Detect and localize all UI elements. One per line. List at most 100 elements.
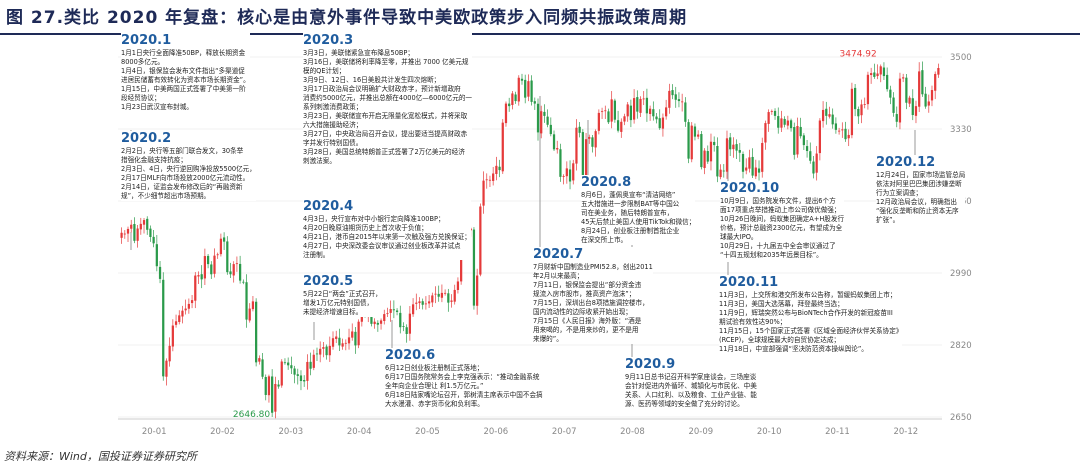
- candle-body: [687, 122, 690, 159]
- candle-body: [738, 150, 741, 153]
- title-rule: [0, 33, 1080, 35]
- annotation-text-line: 1月23日武汉宣布封城。: [121, 103, 193, 111]
- candle-body: [415, 302, 418, 304]
- candle-body: [937, 68, 940, 75]
- candle-body: [373, 321, 376, 325]
- candle-body: [517, 77, 520, 102]
- annotation-text-line: 3月3日，美联储紧急宣布降息50BP；: [303, 49, 414, 57]
- candle-body: [783, 118, 786, 125]
- annotation-title: 2020.10: [720, 181, 780, 196]
- annotation-text-line: 3月27日，中央政治局召开会议，提出要适当提高财政赤: [303, 130, 468, 138]
- candle-body: [238, 263, 242, 281]
- candle-body: [863, 104, 866, 105]
- candle-body: [152, 236, 155, 244]
- candle-body: [793, 127, 796, 155]
- candle-body: [399, 312, 402, 328]
- candle-body: [174, 321, 178, 325]
- candle-body: [178, 315, 181, 322]
- annotation-2020-3: 2020.3 3月3日，美联储紧急宣布降息50BP； 3月16日，美联储将利率降至零…: [303, 33, 473, 166]
- candle-body: [879, 66, 882, 75]
- candle-body: [584, 139, 588, 176]
- annotation-text-line: 司在美业务，随后特朗普宣布，: [581, 209, 674, 217]
- annotation-text-line: 未提经济增速目标。: [303, 308, 363, 316]
- candle-body: [700, 134, 703, 168]
- candle-body: [789, 120, 793, 129]
- candle-body: [508, 103, 511, 107]
- candle-body: [665, 107, 668, 117]
- candle-body: [882, 67, 886, 77]
- candle-body: [645, 97, 649, 114]
- candle-body: [325, 346, 328, 356]
- candle-body: [206, 255, 210, 265]
- candle-body: [258, 358, 261, 362]
- annotation-text-line: 规流入房市股市，推高资产泡沫”；: [533, 290, 636, 298]
- candle-body: [341, 343, 344, 347]
- annotation-text-line: 会针对促进内外循环、城镇化与市民化、中美: [625, 382, 757, 390]
- annotation-2020-7: 2020.7 7月财新中国制造业PMI52.8，创出2011 年2月以来最高； 7月1…: [533, 247, 653, 344]
- annotation-text-line: 6月17日国务院常务会上李克强表示：“推动金融系统: [385, 373, 540, 381]
- annotation-text-line: “十四五规划和2035年远景目标”。: [720, 251, 823, 259]
- x-tick-label: 20-07: [552, 427, 577, 437]
- annotation-title: 2020.5: [303, 274, 354, 289]
- annotation-text-line: 1月1日央行全面降准50BP，释放长期资金: [121, 49, 246, 57]
- candle-body: [709, 141, 713, 162]
- annotation-title: 2020.9: [625, 357, 676, 372]
- candle-body: [408, 313, 412, 334]
- candle-body: [924, 93, 927, 107]
- x-tick-label: 20-09: [688, 427, 713, 437]
- candle-body: [136, 228, 139, 241]
- annotation-text-line: 6月18日陆家嘴论坛召开，郭树清主席表示中国不会搞: [385, 391, 543, 399]
- candle-body: [293, 368, 296, 375]
- annotation-title: 2020.1: [121, 33, 172, 48]
- annotation-text-line: 六大措施援助经济；: [303, 121, 363, 129]
- candle-body: [802, 135, 805, 146]
- candle-body: [556, 148, 559, 150]
- candle-body: [139, 223, 142, 230]
- candle-body: [831, 114, 834, 125]
- candle-body: [825, 108, 828, 116]
- candle-body: [255, 301, 258, 363]
- candle-body: [636, 97, 639, 112]
- annotation-text-line: 4月3日，央行宣布对中小银行定向降准100BP；: [303, 215, 445, 223]
- candle-body: [190, 300, 194, 304]
- candle-body: [786, 120, 789, 126]
- candle-body: [437, 293, 440, 297]
- annotation-text-line: 4月21日，港币自2015年以来第一次触及强方兑换保证；: [303, 233, 471, 241]
- candle-body: [290, 365, 293, 369]
- candle-body: [501, 122, 504, 172]
- candle-body: [229, 271, 232, 275]
- candle-body: [847, 134, 850, 139]
- annotation-text-line: 球最大IPO。: [720, 233, 758, 241]
- candle-body: [447, 293, 450, 303]
- annotation-text-line: 系列刺激消费政策；: [303, 103, 363, 111]
- source-note: 资料来源：Wind，国投证券证券研究所: [4, 450, 197, 463]
- candle-body: [905, 77, 908, 103]
- candle-body: [866, 74, 870, 105]
- candle-body: [479, 206, 482, 275]
- candle-body: [533, 101, 536, 104]
- candle-body: [536, 103, 540, 133]
- candle-body: [543, 111, 546, 116]
- candle-body: [648, 108, 652, 115]
- candle-body: [200, 274, 203, 280]
- annotation-2020-2: 2020.2 2月2日，央行等五部门联合发文，30条举 措强化金融支持抗疫； 2月3日…: [121, 131, 256, 201]
- annotation-text-line: 五大措施进一步限制BAT等中国公: [581, 200, 680, 208]
- candle-body: [773, 110, 777, 116]
- candle-body: [921, 70, 924, 95]
- candle-body: [745, 167, 748, 171]
- candle-body: [540, 111, 543, 134]
- annotation-title: 2020.4: [303, 199, 354, 214]
- candle-body: [876, 73, 879, 77]
- annotation-2020-10: 2020.10 10月9日，国务院发布文件，提出6个方 面17项重点举措推动上市公司…: [720, 181, 845, 260]
- candle-body: [610, 99, 613, 122]
- candle-body: [280, 361, 283, 386]
- candle-body: [639, 98, 642, 113]
- candle-body: [668, 90, 671, 108]
- candle-body: [235, 263, 239, 265]
- candle-body: [194, 275, 197, 301]
- candle-body: [581, 132, 584, 177]
- candle-body: [857, 109, 860, 117]
- candle-body: [732, 144, 735, 150]
- candle-body: [357, 321, 360, 346]
- candle-body: [347, 337, 351, 344]
